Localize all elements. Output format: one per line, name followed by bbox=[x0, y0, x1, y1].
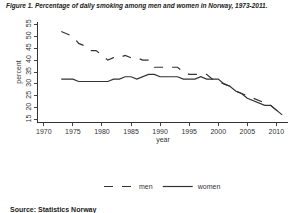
svg-text:men: men bbox=[139, 183, 153, 190]
svg-text:1995: 1995 bbox=[181, 128, 197, 135]
svg-text:2005: 2005 bbox=[240, 128, 256, 135]
svg-text:women: women bbox=[197, 183, 221, 190]
svg-text:25: 25 bbox=[25, 91, 32, 99]
svg-text:1970: 1970 bbox=[36, 128, 52, 135]
svg-text:1990: 1990 bbox=[152, 128, 168, 135]
svg-text:year: year bbox=[156, 136, 170, 144]
svg-text:55: 55 bbox=[25, 19, 32, 27]
svg-text:percent: percent bbox=[15, 60, 23, 83]
svg-text:20: 20 bbox=[25, 103, 32, 111]
svg-text:40: 40 bbox=[25, 55, 32, 63]
svg-text:2000: 2000 bbox=[210, 128, 226, 135]
svg-text:2010: 2010 bbox=[269, 128, 285, 135]
svg-text:45: 45 bbox=[25, 43, 32, 51]
svg-text:30: 30 bbox=[25, 79, 32, 87]
svg-text:35: 35 bbox=[25, 67, 32, 75]
svg-text:15: 15 bbox=[25, 115, 32, 123]
svg-text:Source: Statistics Norway: Source: Statistics Norway bbox=[10, 206, 96, 213]
svg-text:1975: 1975 bbox=[65, 128, 81, 135]
svg-text:Figure 1. Percentage of daily: Figure 1. Percentage of daily smoking am… bbox=[6, 2, 268, 10]
svg-text:1985: 1985 bbox=[123, 128, 139, 135]
svg-text:1980: 1980 bbox=[94, 128, 110, 135]
svg-text:50: 50 bbox=[25, 31, 32, 39]
